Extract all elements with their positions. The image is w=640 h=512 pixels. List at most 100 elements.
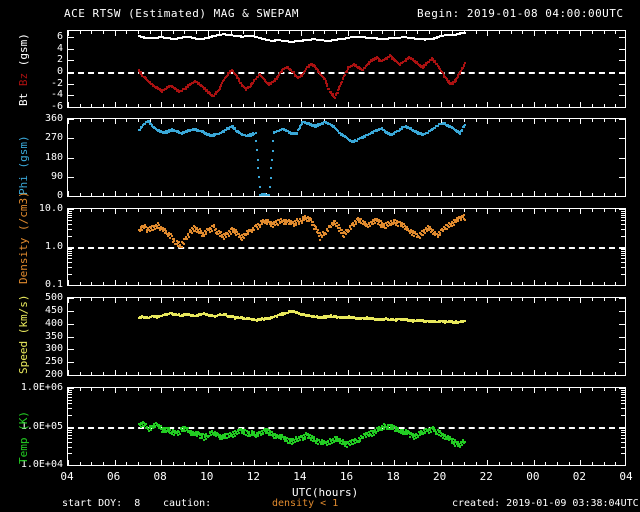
data-point [273,437,275,439]
data-point [145,77,147,79]
xaxis-tickmark [441,370,442,375]
data-point [215,433,217,435]
reference-line [68,426,625,429]
data-point [268,39,270,41]
data-point [204,88,206,90]
xaxis-tickmark [557,298,558,301]
data-point [339,442,341,444]
data-point [307,216,309,218]
data-point [329,316,331,318]
xaxis-tickmark [278,119,279,122]
data-point [368,318,370,320]
data-point [230,228,232,230]
data-point [302,437,304,439]
data-point [371,435,373,437]
data-point [264,318,266,320]
xaxis-tickmark [324,119,325,122]
data-point [423,429,425,431]
data-point [338,224,340,226]
data-point [372,132,374,134]
xaxis-tickmark [382,193,383,196]
data-point [302,39,304,41]
data-point [243,433,245,435]
xaxis-tickmark [429,388,430,391]
data-point [425,64,427,66]
data-point [258,74,260,76]
data-point [457,218,459,220]
data-point [221,438,223,440]
yaxis-minor-tickmark [68,215,72,216]
data-point [464,320,466,322]
yaxis-tickmark [619,49,625,50]
xaxis-tickmark [417,104,418,107]
xaxis-tickmark [173,104,174,107]
xaxis-tickmark [429,31,430,34]
data-point [385,38,387,40]
data-point [155,87,157,89]
xaxis-tickmark [196,388,197,391]
yaxis-tick-label: 2 [56,54,63,66]
data-point [240,428,242,430]
data-point [336,39,338,41]
data-point [402,429,404,431]
xaxis-tickmark [429,209,430,212]
data-point [273,316,275,318]
data-point [163,314,165,316]
data-point [174,38,176,40]
data-point [142,124,144,126]
data-point [341,443,343,445]
yaxis-tickmark [68,465,74,466]
xaxis-tickmark [243,104,244,107]
xaxis-tickmark [487,280,488,285]
yaxis-tick-label: -6 [50,101,63,112]
data-point [396,430,398,432]
data-point [312,221,314,223]
data-point [404,225,406,227]
xaxis-tickmark [196,462,197,465]
data-point [454,81,456,83]
yaxis-minor-tickmark [621,217,625,218]
data-point [198,231,200,233]
data-point [170,233,172,235]
data-point [390,224,392,226]
xaxis-tickmark [278,31,279,34]
data-point [414,231,416,233]
xaxis-tickmark [394,298,395,303]
data-point [187,86,189,88]
xaxis-tickmark [80,298,81,301]
data-point [391,37,393,39]
xaxis-tickmark [289,282,290,285]
data-point [291,443,293,445]
data-point [448,439,450,441]
data-point [166,430,168,432]
data-point [426,228,428,230]
data-point [209,231,211,233]
data-point [285,219,287,221]
data-point [396,37,398,39]
data-point [265,39,267,41]
xaxis-tickmark [138,282,139,285]
data-point [461,130,463,132]
xaxis-tickmark [487,298,488,303]
yaxis-tick-label: 0.1 [44,279,63,290]
yaxis-minor-tickmark [621,428,625,429]
data-point [412,436,414,438]
data-point [169,429,171,431]
data-point [463,442,465,444]
yaxis-minor-tickmark [68,400,72,401]
yaxis-tickmark [68,158,74,159]
xaxis-tickmark [615,193,616,196]
xaxis-tickmark [394,388,395,393]
xaxis-tickmark [382,209,383,212]
data-point [178,91,180,93]
data-point [253,80,255,82]
xaxis-tickmark [569,298,570,301]
data-point [428,227,430,229]
data-point [162,132,164,134]
data-point [317,443,319,445]
data-point [157,37,159,39]
data-point [251,35,253,37]
data-point [317,229,319,231]
xaxis-tickmark [452,31,453,34]
data-point [374,429,376,431]
